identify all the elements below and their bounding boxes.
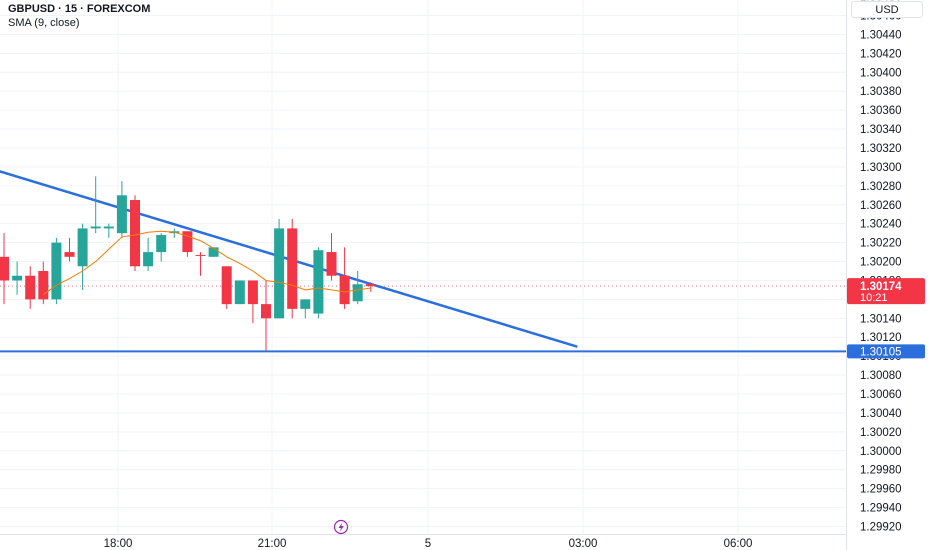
price-tick-label: 1.30320 (860, 143, 902, 155)
price-tick-label: 1.30040 (860, 408, 902, 420)
price-tick-label: 1.30140 (860, 313, 902, 325)
candle-body[interactable] (208, 247, 219, 257)
price-tick-label: 1.30080 (860, 370, 902, 382)
symbol-title[interactable]: GBPUSD · 15 · FOREXCOM (8, 3, 151, 15)
price-tick-label: 1.30340 (860, 124, 902, 136)
candle-body[interactable] (352, 284, 363, 302)
bar-countdown: 10:21 (860, 292, 888, 304)
price-tick-label: 1.30400 (860, 67, 902, 79)
candle-body[interactable] (0, 256, 9, 281)
candle-body[interactable] (326, 252, 337, 276)
price-tick-label: 1.30120 (860, 332, 902, 344)
candle-body[interactable] (261, 304, 271, 319)
candle-body[interactable] (143, 252, 154, 267)
price-tick-label: 1.29940 (860, 503, 902, 515)
sma-indicator-label[interactable]: SMA (9, close) (8, 17, 80, 29)
price-tick-label: 1.29960 (860, 484, 902, 496)
price-tick-label: 1.30420 (860, 48, 902, 60)
candle-body[interactable] (130, 200, 140, 267)
price-tick-label: 1.30200 (860, 257, 902, 269)
time-tick-label: 06:00 (724, 538, 753, 550)
price-tick-label: 1.30220 (860, 238, 902, 250)
candle-body[interactable] (116, 195, 127, 234)
candle-body[interactable] (195, 254, 206, 256)
price-tick-label: 1.29980 (860, 465, 902, 477)
candle-body[interactable] (182, 231, 193, 253)
price-tick-label: 1.30000 (860, 446, 902, 458)
sma-line[interactable] (43, 230, 371, 296)
last-price-badge (847, 278, 925, 305)
chart-legend: GBPUSD · 15 · FOREXCOM SMA (9, close) (8, 2, 150, 30)
candle-body[interactable] (90, 226, 101, 229)
candle-body[interactable] (365, 284, 376, 287)
candle-body[interactable] (234, 280, 245, 305)
candle-body[interactable] (300, 299, 311, 309)
time-tick-label: 21:00 (258, 538, 287, 550)
candle-body[interactable] (12, 275, 23, 281)
last-price-value: 1.30174 (860, 281, 902, 293)
descending-trendline[interactable] (0, 153, 578, 348)
candle-body[interactable] (287, 228, 298, 309)
time-tick-label: 5 (425, 538, 431, 550)
support-price-badge (847, 344, 925, 359)
price-tick-label: 1.30280 (860, 181, 902, 193)
candle-body[interactable] (77, 228, 88, 267)
price-tick-label: 1.30360 (860, 105, 902, 117)
price-tick-label: 1.30260 (860, 200, 902, 212)
currency-button[interactable]: USD (851, 1, 923, 18)
candle-body[interactable] (221, 266, 232, 305)
time-tick-label: 18:00 (104, 538, 133, 550)
candle-body[interactable] (156, 235, 167, 253)
candle-body[interactable] (313, 250, 324, 314)
lightning-icon-glyph (338, 522, 344, 532)
support-price-value: 1.30105 (860, 346, 902, 358)
price-tick-label: 1.30240 (860, 219, 902, 231)
candle-body[interactable] (25, 275, 36, 300)
candle-body[interactable] (339, 275, 350, 305)
candle-body[interactable] (274, 228, 285, 319)
price-tick-label: 1.30440 (860, 29, 902, 41)
price-tick-label: 1.30020 (860, 427, 902, 439)
price-tick-label: 1.30380 (860, 86, 902, 98)
time-tick-label: 03:00 (569, 538, 598, 550)
price-tick-label: 1.29920 (860, 522, 902, 534)
candle-body[interactable] (38, 271, 49, 300)
price-tick-label: 1.30300 (860, 162, 902, 174)
candle-body[interactable] (103, 226, 114, 229)
price-tick-label: 1.30060 (860, 389, 902, 401)
candle-body[interactable] (247, 280, 258, 305)
candle-body[interactable] (64, 252, 75, 257)
candle-body[interactable] (51, 242, 62, 300)
